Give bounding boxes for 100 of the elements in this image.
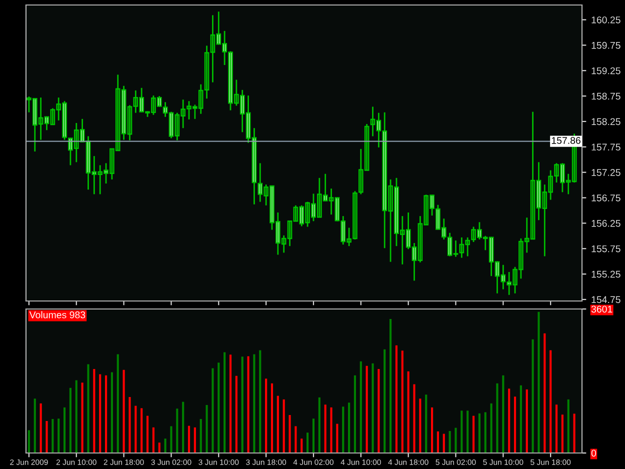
bar bbox=[235, 376, 238, 453]
bar bbox=[561, 414, 564, 453]
bar bbox=[34, 398, 36, 453]
bar bbox=[69, 388, 72, 453]
bar bbox=[206, 405, 208, 453]
bar bbox=[460, 410, 463, 453]
bar bbox=[348, 402, 350, 453]
bar bbox=[247, 356, 250, 453]
bar bbox=[158, 442, 160, 453]
bar bbox=[360, 361, 362, 453]
y-tick-label: 157.75 bbox=[592, 144, 620, 151]
bar bbox=[128, 397, 131, 453]
bar bbox=[336, 424, 338, 453]
bar bbox=[413, 384, 416, 453]
bar bbox=[194, 427, 196, 453]
bar bbox=[538, 312, 540, 453]
bar bbox=[28, 430, 30, 453]
bar bbox=[472, 416, 475, 453]
bar bbox=[384, 349, 386, 453]
bar bbox=[448, 431, 451, 453]
bar bbox=[40, 403, 42, 453]
bar bbox=[466, 410, 469, 453]
bar bbox=[176, 408, 178, 453]
bar bbox=[442, 434, 445, 453]
bar bbox=[81, 382, 84, 453]
y-tick-label: 0 bbox=[591, 450, 596, 457]
y-tick-label: 159.25 bbox=[592, 67, 620, 74]
bar bbox=[430, 407, 434, 453]
bar bbox=[502, 375, 504, 453]
bar bbox=[265, 378, 268, 453]
bar bbox=[259, 350, 262, 453]
bar bbox=[146, 416, 149, 453]
bar bbox=[555, 404, 558, 453]
bar bbox=[395, 345, 398, 453]
ref-line-label: 157.86 bbox=[552, 137, 580, 144]
y-tick-label: 155.25 bbox=[592, 270, 620, 278]
bar bbox=[573, 414, 576, 453]
bar bbox=[300, 438, 303, 453]
bar bbox=[526, 389, 528, 453]
bar bbox=[508, 388, 510, 453]
bar bbox=[330, 407, 332, 453]
bar bbox=[58, 418, 60, 453]
bar bbox=[99, 374, 102, 453]
bar bbox=[342, 406, 344, 453]
y-tick-label: 156.75 bbox=[592, 194, 620, 202]
bar bbox=[212, 368, 214, 453]
bar bbox=[152, 427, 154, 453]
bar bbox=[425, 394, 428, 453]
bar bbox=[182, 402, 184, 453]
bar bbox=[218, 362, 220, 453]
bar bbox=[253, 354, 256, 453]
y-tick-label: 155.75 bbox=[592, 245, 620, 252]
bar bbox=[514, 396, 516, 453]
bar bbox=[478, 413, 480, 453]
bar bbox=[419, 398, 422, 453]
bar bbox=[366, 366, 368, 453]
bar bbox=[550, 350, 552, 453]
y-tick-label: 157.25 bbox=[592, 169, 620, 176]
bar bbox=[229, 354, 232, 453]
bar bbox=[87, 364, 90, 453]
bar bbox=[270, 383, 274, 453]
bar bbox=[282, 399, 285, 453]
bar bbox=[288, 415, 291, 453]
bar bbox=[200, 419, 202, 453]
bar bbox=[63, 407, 66, 453]
y-tick-label: 160.25 bbox=[592, 16, 620, 24]
bar bbox=[318, 397, 320, 453]
bar bbox=[46, 421, 48, 453]
bar bbox=[93, 369, 96, 453]
bar bbox=[170, 426, 172, 453]
bar bbox=[490, 403, 492, 453]
bar bbox=[134, 406, 137, 453]
bar bbox=[276, 396, 279, 453]
bar bbox=[544, 333, 546, 453]
bar bbox=[378, 369, 380, 453]
y-tick-label: 156.25 bbox=[592, 220, 620, 227]
bar bbox=[454, 428, 457, 453]
bar bbox=[532, 339, 534, 453]
bar bbox=[122, 370, 125, 453]
bar bbox=[224, 352, 226, 453]
bar bbox=[390, 319, 392, 453]
bar bbox=[294, 426, 297, 453]
bar bbox=[436, 431, 439, 453]
chart-title: Volumes 983 bbox=[29, 311, 86, 318]
bar bbox=[520, 385, 522, 453]
bar bbox=[164, 438, 166, 453]
y-tick-label: 154.75 bbox=[592, 296, 620, 304]
y-tick-label: 158.25 bbox=[592, 118, 620, 126]
bar bbox=[324, 404, 326, 453]
bar bbox=[484, 412, 486, 453]
bar bbox=[104, 375, 108, 453]
bar bbox=[52, 419, 54, 453]
bar bbox=[354, 375, 356, 453]
bar bbox=[567, 399, 570, 453]
bar bbox=[312, 418, 315, 453]
bar bbox=[75, 380, 78, 453]
bar bbox=[188, 426, 190, 453]
bar bbox=[496, 383, 498, 453]
y-tick-label: 158.75 bbox=[592, 92, 620, 100]
y-tick-label: 159.75 bbox=[592, 42, 620, 49]
